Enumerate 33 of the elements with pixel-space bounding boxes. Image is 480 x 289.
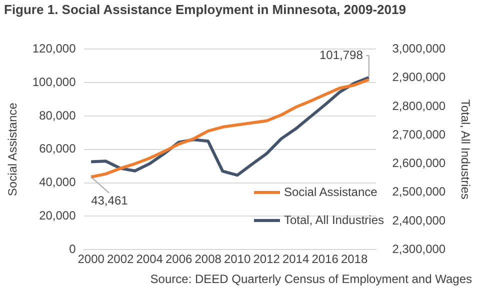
y2-tick-label: 2,800,000	[392, 98, 446, 113]
x-tick-label: 2006	[165, 252, 192, 266]
y2-tick-label: 2,500,000	[392, 184, 446, 199]
y-axis-title: Social Assistance	[6, 102, 20, 196]
y-tick-label: 20,000	[39, 208, 76, 223]
data-label: 101,798	[320, 48, 364, 62]
x-tick-label: 2012	[253, 252, 280, 266]
data-label: 43,461	[91, 193, 128, 208]
x-tick-label: 2010	[224, 252, 251, 266]
y2-tick-label: 2,300,000	[392, 242, 446, 256]
y2-tick-label: 2,400,000	[392, 213, 446, 228]
y2-tick-label: 3,000,000	[392, 42, 446, 56]
y-tick-label: 120,000	[32, 42, 76, 56]
x-tick-label: 2018	[340, 252, 368, 266]
x-tick-label: 2014	[282, 252, 310, 266]
x-tick-label: 2000	[78, 252, 105, 266]
x-tick-label: 2008	[194, 252, 222, 266]
x-tick-label: 2002	[106, 252, 134, 266]
y2-tick-label: 2,700,000	[392, 127, 446, 142]
x-tick-label: 2016	[312, 252, 339, 266]
y-tick-label: 40,000	[39, 175, 76, 190]
y-tick-label: 80,000	[39, 108, 76, 122]
legend-label: Total, All Industries	[284, 213, 384, 227]
x-tick-label: 2004	[136, 252, 164, 266]
source-note: Source: DEED Quarterly Census of Employment and Wages	[150, 272, 472, 286]
y-tick-label: 0	[69, 242, 76, 256]
y2-tick-label: 2,600,000	[392, 156, 446, 170]
chart-title: Figure 1. Social Assistance Employment in Minnesota, 2009-2019	[4, 2, 407, 18]
legend-label: Social Assistance	[284, 185, 378, 199]
y2-axis-title: Total, All Industries	[458, 99, 472, 200]
y-tick-label: 60,000	[39, 142, 76, 156]
y2-tick-label: 2,900,000	[392, 70, 446, 84]
y-tick-label: 100,000	[32, 74, 76, 89]
